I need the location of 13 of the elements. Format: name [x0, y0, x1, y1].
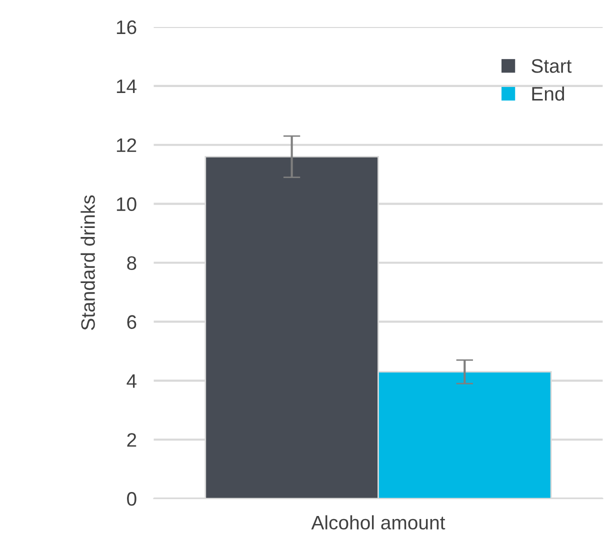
x-tick-label: Alcohol amount — [311, 515, 446, 530]
y-tick-label: 4 — [126, 374, 137, 388]
legend-label: Start — [532, 59, 572, 73]
legend-label: End — [532, 86, 564, 101]
y-tick-label: 16 — [116, 20, 136, 34]
y-tick-label: 12 — [116, 138, 136, 152]
y-tick-label: 8 — [127, 256, 136, 270]
y-tick-label: 0 — [127, 492, 136, 506]
y-tick-label: 10 — [116, 197, 136, 212]
y-tick-label: 14 — [116, 80, 137, 93]
y-tick-label: 6 — [127, 315, 136, 329]
y-axis-title: Standard drinks — [80, 195, 95, 330]
y-tick-label: 2 — [127, 433, 136, 447]
